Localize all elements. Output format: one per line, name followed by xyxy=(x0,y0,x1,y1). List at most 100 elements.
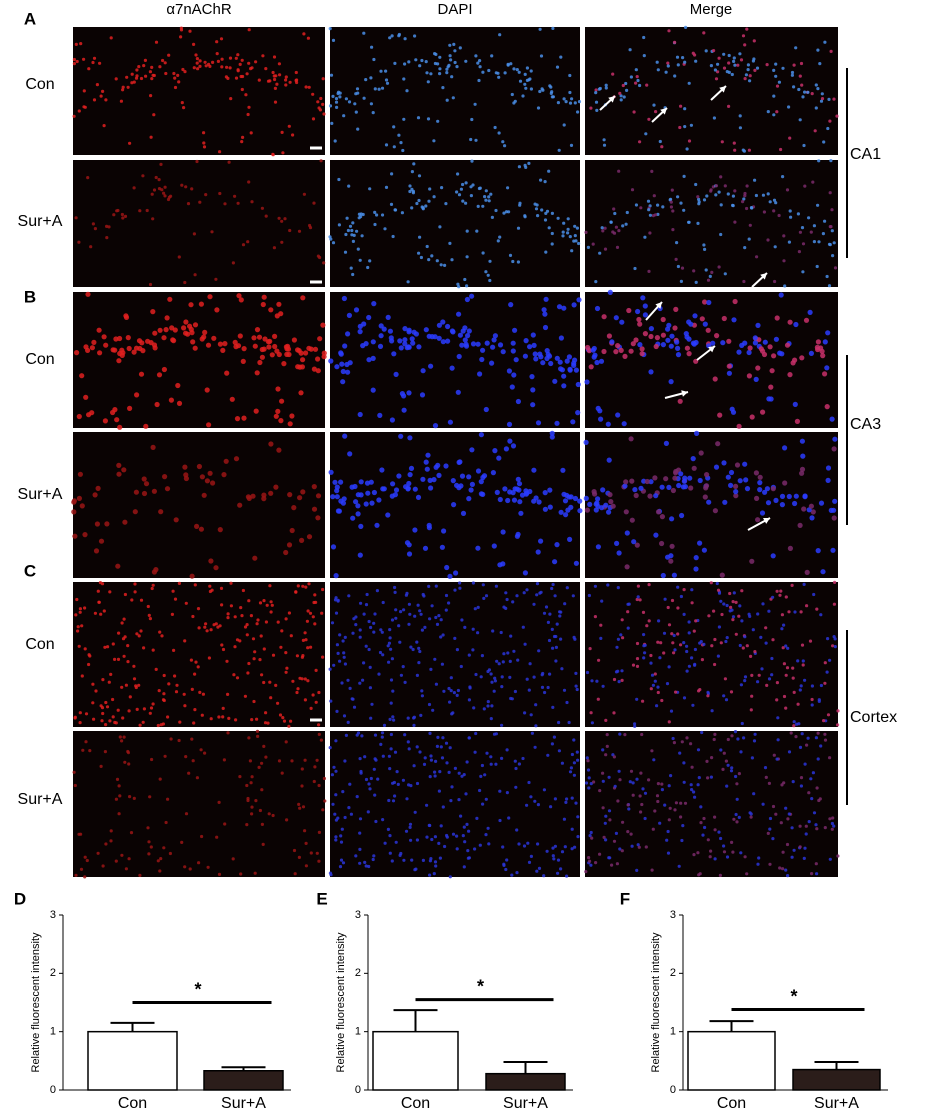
cell-dot xyxy=(515,398,522,405)
cell-dot xyxy=(569,143,574,147)
cell-dot xyxy=(169,325,175,331)
cell-dot xyxy=(498,789,502,793)
cell-dot xyxy=(159,857,163,861)
cell-dot xyxy=(576,297,582,303)
cell-dot xyxy=(788,209,792,213)
cell-dot xyxy=(615,412,621,418)
cell-dot xyxy=(776,716,780,720)
cell-dot xyxy=(312,779,316,784)
cell-dot xyxy=(264,755,268,759)
cell-dot xyxy=(566,354,573,360)
cell-dot xyxy=(759,635,763,640)
cell-dot xyxy=(491,543,497,549)
cell-dot xyxy=(423,625,427,630)
cell-dot xyxy=(179,26,183,30)
cell-dot xyxy=(408,822,413,826)
cell-dot xyxy=(138,873,142,878)
cell-dot xyxy=(156,372,163,378)
cell-dot xyxy=(612,207,616,211)
cell-dot xyxy=(234,76,239,80)
cell-dot xyxy=(644,132,648,136)
cell-dot xyxy=(120,212,124,217)
cell-dot xyxy=(735,820,739,824)
cell-dot xyxy=(572,495,579,502)
micrograph-bg xyxy=(73,432,325,578)
cell-dot xyxy=(584,379,590,385)
cell-dot xyxy=(807,820,811,824)
cell-dot xyxy=(241,243,246,247)
cell-dot xyxy=(736,737,740,741)
cell-dot xyxy=(600,226,604,230)
cell-dot xyxy=(404,829,409,833)
cell-dot xyxy=(783,284,787,288)
cell-dot xyxy=(525,588,529,592)
cell-dot xyxy=(540,673,544,677)
cell-dot xyxy=(287,611,291,615)
cell-dot xyxy=(745,27,749,31)
cell-dot xyxy=(689,783,693,787)
cell-dot xyxy=(464,201,468,205)
cell-dot xyxy=(303,350,309,356)
cell-dot xyxy=(825,670,829,674)
cell-dot xyxy=(245,623,249,627)
cell-dot xyxy=(565,874,569,878)
cell-dot xyxy=(726,363,732,369)
cell-dot xyxy=(590,679,594,683)
cell-dot xyxy=(656,690,660,695)
cell-dot xyxy=(586,759,590,763)
cell-dot xyxy=(215,40,219,44)
cell-dot xyxy=(465,760,469,764)
cell-dot xyxy=(551,846,555,850)
cell-dot xyxy=(78,607,82,611)
cell-dot xyxy=(532,602,536,606)
cell-dot xyxy=(85,347,91,353)
cell-dot xyxy=(127,857,131,861)
cell-dot xyxy=(406,480,412,487)
cell-dot xyxy=(221,706,225,711)
cell-dot xyxy=(192,345,198,351)
cell-dot xyxy=(833,645,837,649)
cell-dot xyxy=(162,698,166,703)
cell-dot xyxy=(786,817,790,821)
cell-dot xyxy=(466,496,472,502)
cell-dot xyxy=(121,216,125,220)
cell-dot xyxy=(132,677,137,681)
cell-dot xyxy=(534,207,539,211)
cell-dot xyxy=(496,455,502,461)
cell-dot xyxy=(465,284,469,288)
cell-dot xyxy=(451,832,456,836)
cell-dot xyxy=(536,842,540,846)
cell-dot xyxy=(462,773,466,777)
cell-dot xyxy=(697,540,703,546)
cell-dot xyxy=(456,311,462,317)
cell-dot xyxy=(505,748,509,752)
cell-dot xyxy=(419,255,423,260)
cell-dot xyxy=(353,307,360,313)
cell-dot xyxy=(800,453,806,459)
cell-dot xyxy=(163,61,167,65)
cell-dot xyxy=(761,602,765,606)
cell-dot xyxy=(675,345,681,351)
cell-dot xyxy=(525,677,529,681)
cell-dot xyxy=(380,630,384,634)
cell-dot xyxy=(776,738,780,742)
cell-dot xyxy=(402,326,408,332)
cell-dot xyxy=(367,619,371,624)
cell-dot xyxy=(336,816,340,820)
cell-dot xyxy=(801,95,805,99)
cell-dot xyxy=(482,596,486,601)
cell-dot xyxy=(471,581,475,585)
cell-dot xyxy=(691,465,697,471)
cell-dot xyxy=(662,631,667,635)
cell-dot xyxy=(529,795,533,799)
cell-dot xyxy=(605,421,611,427)
cell-dot xyxy=(469,293,475,299)
cell-dot xyxy=(334,488,340,494)
cell-dot xyxy=(370,387,376,393)
cell-dot xyxy=(133,590,137,594)
cell-dot xyxy=(752,340,759,346)
cell-dot xyxy=(617,769,621,773)
cell-dot xyxy=(502,486,508,492)
cell-dot xyxy=(702,494,708,500)
cell-dot xyxy=(182,692,186,696)
